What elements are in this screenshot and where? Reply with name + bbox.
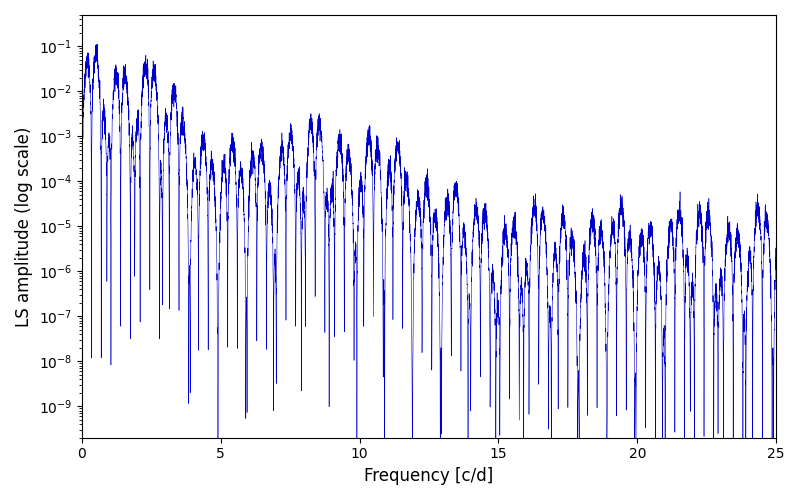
X-axis label: Frequency [c/d]: Frequency [c/d] xyxy=(364,467,494,485)
Y-axis label: LS amplitude (log scale): LS amplitude (log scale) xyxy=(15,126,33,326)
